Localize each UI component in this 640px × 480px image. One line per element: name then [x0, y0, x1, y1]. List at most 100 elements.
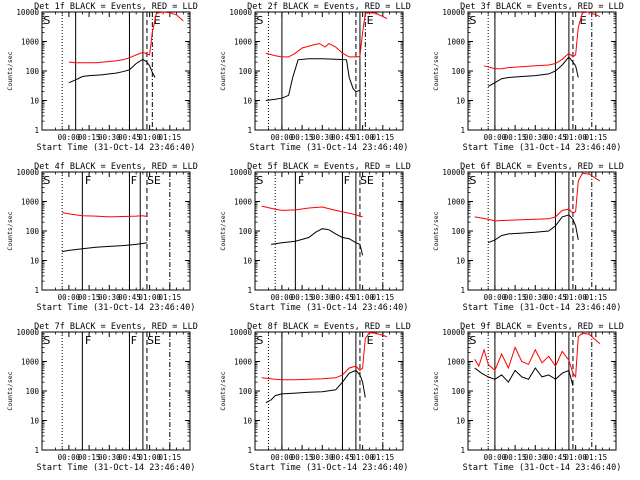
event-annotation: S [43, 334, 50, 347]
x-tick-label: 00:45 [331, 133, 354, 142]
x-tick-label: 00:15 [291, 133, 314, 142]
y-tick-label: 1000 [234, 198, 253, 207]
event-annotation: S [256, 334, 263, 347]
event-annotation: E [154, 14, 161, 27]
y-tick-label: 1 [247, 126, 252, 135]
x-tick-label: 01:15 [372, 293, 395, 302]
y-tick-label: 100 [25, 227, 39, 236]
x-axis-label: Start Time (31-Oct-14 23:46:40) [463, 463, 622, 473]
y-tick-label: 1 [247, 446, 252, 455]
x-tick-label: 01:00 [564, 133, 587, 142]
x-tick-label: 00:30 [524, 133, 547, 142]
event-annotation: S [256, 174, 263, 187]
y-axis-label: Counts/sec [6, 211, 14, 250]
x-tick-label: 01:00 [564, 293, 587, 302]
y-tick-label: 10000 [229, 328, 252, 337]
x-tick-label: 00:15 [291, 453, 314, 462]
panel-2: Det 2f BLACK = Events, RED = LLD Counts/s… [219, 2, 411, 153]
y-tick-label: 10 [456, 257, 466, 266]
event-annotation: SE [147, 334, 161, 347]
x-tick-label: 00:30 [311, 133, 334, 142]
series-lld-line [483, 11, 601, 70]
y-tick-label: 10000 [229, 168, 252, 177]
x-tick-label: 01:00 [351, 293, 374, 302]
y-axis-label: Counts/sec [219, 371, 227, 410]
x-tick-label: 00:00 [484, 453, 507, 462]
event-annotation: S [469, 334, 476, 347]
plot-frame [467, 171, 617, 291]
y-tick-label: 100 [25, 387, 39, 396]
x-tick-label: 00:30 [98, 293, 121, 302]
x-tick-label: 00:45 [331, 453, 354, 462]
x-tick-label: 00:15 [78, 133, 101, 142]
panel-5: Det 5f BLACK = Events, RED = LLD Counts/s… [219, 162, 411, 313]
x-axis-label: Start Time (31-Oct-14 23:46:40) [463, 303, 622, 313]
x-tick-label: 00:30 [524, 293, 547, 302]
y-tick-label: 10 [243, 417, 253, 426]
x-tick-label: 01:00 [564, 453, 587, 462]
y-tick-label: 1 [34, 126, 39, 135]
x-tick-label: 01:15 [372, 133, 395, 142]
series-events-line [474, 367, 574, 386]
event-annotation: F [85, 334, 91, 347]
x-tick-label: 00:15 [78, 293, 101, 302]
x-tick-label: 00:15 [78, 453, 101, 462]
x-tick-label: 00:30 [98, 453, 121, 462]
series-lld-line [68, 11, 184, 64]
series-lld-line [62, 212, 147, 218]
series-lld-line [265, 12, 388, 58]
x-axis-label: Start Time (31-Oct-14 23:46:40) [250, 303, 409, 313]
x-tick-label: 01:15 [159, 293, 182, 302]
panel-8: Det 8f BLACK = Events, RED = LLD Counts/s… [219, 322, 411, 473]
y-tick-label: 10000 [16, 168, 39, 177]
event-annotation: S [43, 14, 50, 27]
y-tick-label: 100 [25, 67, 39, 76]
x-tick-label: 00:15 [291, 293, 314, 302]
series-lld-line [261, 205, 363, 218]
x-tick-label: 00:45 [118, 453, 141, 462]
x-tick-label: 01:00 [138, 453, 161, 462]
series-events-line [488, 214, 579, 244]
y-tick-label: 100 [238, 227, 252, 236]
panel-title: Det 5f BLACK = Events, RED = LLD [247, 162, 411, 172]
y-tick-label: 10 [456, 97, 466, 106]
y-axis-label: Counts/sec [432, 211, 440, 250]
event-annotation: SE [360, 174, 374, 187]
event-annotation: S [43, 174, 50, 187]
x-tick-label: 00:45 [544, 133, 567, 142]
series-events-line [271, 228, 364, 256]
panel-title: Det 7f BLACK = Events, RED = LLD [34, 322, 198, 332]
y-tick-label: 1000 [447, 358, 466, 367]
x-tick-label: 01:00 [351, 453, 374, 462]
panel-3: Det 3f BLACK = Events, RED = LLD Counts/s… [432, 2, 624, 153]
x-axis-label: Start Time (31-Oct-14 23:46:40) [37, 143, 196, 153]
panel-1: Det 1f BLACK = Events, RED = LLD Counts/s… [6, 2, 198, 153]
x-tick-label: 00:15 [504, 293, 527, 302]
y-axis-label: Counts/sec [6, 371, 14, 410]
x-tick-label: 00:30 [98, 133, 121, 142]
x-tick-label: 00:00 [58, 133, 81, 142]
event-annotation: S [256, 14, 263, 27]
y-axis-label: Counts/sec [432, 51, 440, 90]
x-tick-label: 00:30 [311, 293, 334, 302]
event-annotation: E [367, 334, 374, 347]
x-tick-label: 00:15 [504, 453, 527, 462]
y-tick-label: 10 [243, 257, 253, 266]
x-tick-label: 01:00 [138, 293, 161, 302]
y-tick-label: 10000 [16, 328, 39, 337]
x-tick-label: 01:15 [585, 133, 608, 142]
x-tick-label: 00:45 [118, 133, 141, 142]
panel-4: Det 4f BLACK = Events, RED = LLD Counts/s… [6, 162, 198, 313]
y-tick-label: 100 [451, 67, 465, 76]
panel-title: Det 9f BLACK = Events, RED = LLD [460, 322, 624, 332]
event-annotation: F [131, 174, 137, 187]
y-tick-label: 100 [238, 387, 252, 396]
x-tick-label: 00:00 [271, 293, 294, 302]
y-tick-label: 10000 [442, 328, 465, 337]
event-annotation: F [85, 174, 91, 187]
x-tick-label: 01:15 [585, 453, 608, 462]
event-annotation: F [131, 334, 137, 347]
y-tick-label: 1 [460, 286, 465, 295]
event-annotation: S [469, 14, 476, 27]
